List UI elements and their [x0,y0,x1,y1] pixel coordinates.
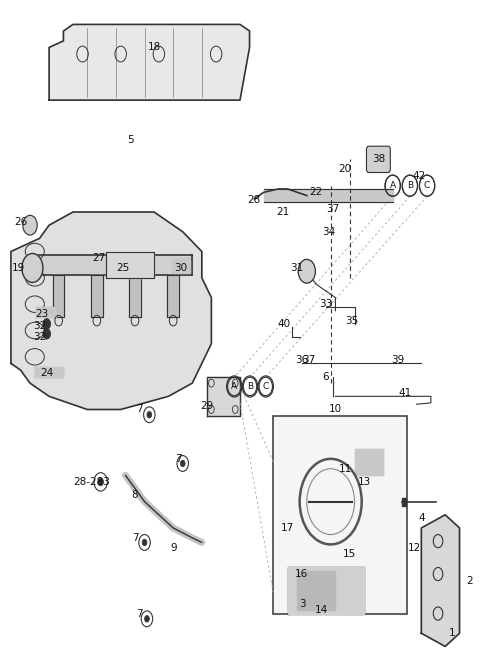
Circle shape [23,215,37,235]
Text: 6: 6 [323,371,329,381]
Text: 13: 13 [358,477,371,487]
Text: 7: 7 [175,454,181,464]
Text: 23: 23 [36,309,48,319]
Text: 39: 39 [391,355,404,365]
Text: 20: 20 [338,164,351,175]
Text: 7: 7 [132,533,138,543]
Text: 34: 34 [322,227,335,237]
Polygon shape [421,515,459,646]
Text: 37: 37 [326,204,340,214]
Text: 25: 25 [117,263,130,273]
Circle shape [298,259,315,283]
Text: 21: 21 [276,207,289,217]
Text: 12: 12 [408,543,421,553]
Text: 32: 32 [33,332,46,342]
Circle shape [142,539,147,546]
Text: 29: 29 [200,401,213,411]
Polygon shape [107,252,154,278]
Text: C: C [263,382,269,391]
Polygon shape [35,367,63,377]
Polygon shape [264,189,393,202]
Text: 10: 10 [329,405,342,414]
Text: 19: 19 [12,263,24,273]
Text: 36: 36 [295,355,309,365]
Text: 14: 14 [314,605,328,615]
FancyBboxPatch shape [274,416,407,613]
Polygon shape [91,274,103,317]
Text: 7: 7 [136,405,143,414]
Text: 18: 18 [147,42,161,52]
Polygon shape [168,274,179,317]
Text: 28: 28 [248,195,261,205]
Circle shape [147,411,152,418]
Polygon shape [129,274,141,317]
Circle shape [98,478,104,486]
Polygon shape [173,259,190,272]
Text: 5: 5 [127,135,133,145]
Polygon shape [49,24,250,100]
Text: B: B [247,382,253,391]
Text: 35: 35 [346,315,359,326]
Circle shape [22,253,43,282]
Polygon shape [402,498,406,506]
Text: B: B [407,181,413,190]
Text: 37: 37 [302,355,316,365]
Text: 9: 9 [170,543,177,553]
Text: 11: 11 [338,464,352,474]
Text: 24: 24 [40,368,53,378]
Text: 32: 32 [33,321,46,331]
Text: 4: 4 [418,513,425,523]
Polygon shape [53,274,64,317]
Text: 30: 30 [174,263,187,273]
Polygon shape [297,570,336,610]
Text: 7: 7 [136,609,143,619]
Polygon shape [206,377,240,416]
Text: 31: 31 [290,263,303,273]
Text: 33: 33 [319,299,333,309]
Text: 41: 41 [398,388,411,398]
Text: 40: 40 [277,319,290,329]
Text: 27: 27 [93,253,106,263]
Circle shape [180,460,185,467]
Text: 38: 38 [372,155,385,165]
Circle shape [43,329,50,339]
Circle shape [144,615,149,622]
Text: 15: 15 [343,549,356,559]
Text: 1: 1 [449,629,456,639]
Text: 17: 17 [281,523,294,533]
Polygon shape [11,212,211,409]
Polygon shape [30,254,192,274]
FancyBboxPatch shape [366,146,390,173]
Text: A: A [231,382,237,391]
Text: 16: 16 [294,569,308,579]
Text: 2: 2 [466,576,472,586]
Text: A: A [390,181,396,190]
Polygon shape [36,307,56,317]
Text: 28-283: 28-283 [73,477,110,487]
Text: 22: 22 [310,187,323,197]
Text: 26: 26 [14,217,27,227]
Text: 42: 42 [412,171,426,181]
Polygon shape [355,449,383,475]
Text: 3: 3 [299,599,305,609]
Text: C: C [424,181,430,190]
Circle shape [43,319,50,329]
Text: 8: 8 [132,490,138,500]
Polygon shape [288,567,364,613]
